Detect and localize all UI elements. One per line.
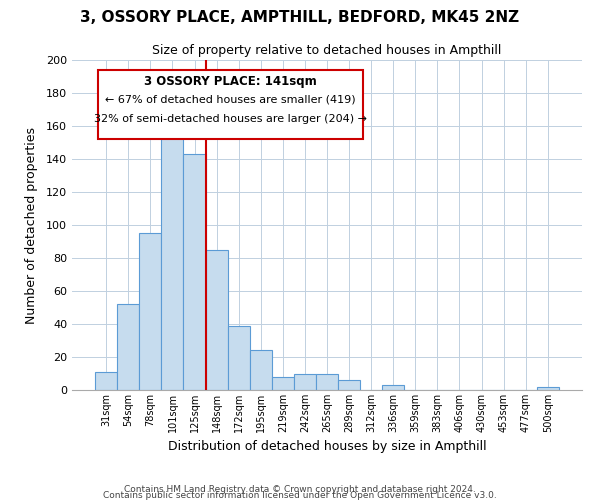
Bar — [206, 250, 227, 390]
Text: ← 67% of detached houses are smaller (419): ← 67% of detached houses are smaller (41… — [105, 94, 355, 104]
Bar — [184, 154, 206, 390]
Text: Contains HM Land Registry data © Crown copyright and database right 2024.: Contains HM Land Registry data © Crown c… — [124, 484, 476, 494]
Bar — [250, 350, 272, 390]
Bar — [382, 385, 404, 390]
Text: 3 OSSORY PLACE: 141sqm: 3 OSSORY PLACE: 141sqm — [144, 75, 316, 88]
Bar — [95, 372, 117, 390]
Bar — [294, 374, 316, 390]
Y-axis label: Number of detached properties: Number of detached properties — [25, 126, 38, 324]
Bar — [139, 233, 161, 390]
Bar — [272, 377, 294, 390]
Title: Size of property relative to detached houses in Ampthill: Size of property relative to detached ho… — [152, 44, 502, 58]
X-axis label: Distribution of detached houses by size in Ampthill: Distribution of detached houses by size … — [167, 440, 487, 454]
Bar — [537, 386, 559, 390]
Bar — [227, 326, 250, 390]
Text: Contains public sector information licensed under the Open Government Licence v3: Contains public sector information licen… — [103, 490, 497, 500]
Text: 3, OSSORY PLACE, AMPTHILL, BEDFORD, MK45 2NZ: 3, OSSORY PLACE, AMPTHILL, BEDFORD, MK45… — [80, 10, 520, 25]
Bar — [316, 374, 338, 390]
FancyBboxPatch shape — [97, 70, 363, 139]
Bar — [117, 304, 139, 390]
Bar — [161, 131, 184, 390]
Text: 32% of semi-detached houses are larger (204) →: 32% of semi-detached houses are larger (… — [94, 114, 367, 124]
Bar — [338, 380, 360, 390]
